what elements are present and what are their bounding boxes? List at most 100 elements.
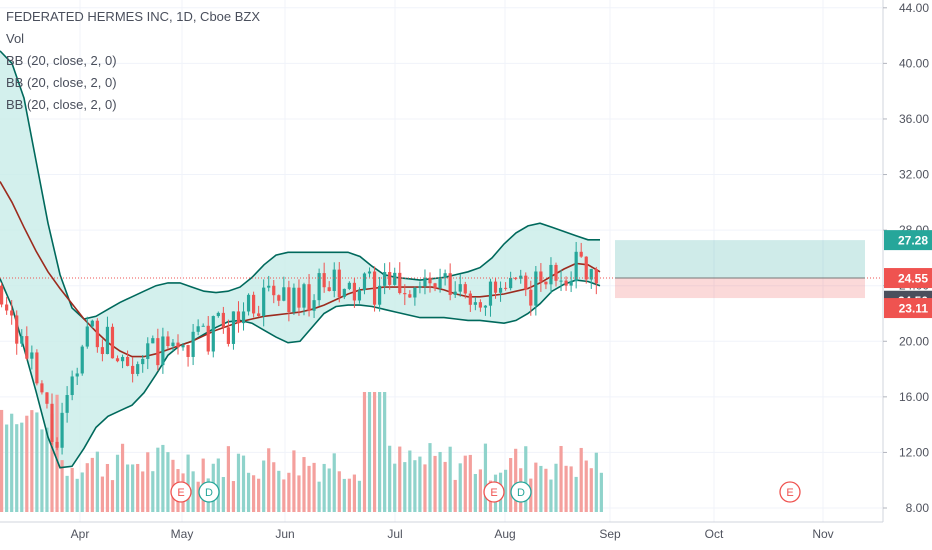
candle [594, 269, 598, 284]
volume-bar [25, 415, 29, 512]
indicator-bb-2[interactable]: BB (20, close, 2, 0) [6, 75, 117, 90]
candle [166, 336, 170, 347]
volume-bar [312, 462, 316, 512]
candle [50, 403, 54, 442]
volume-bar [584, 460, 588, 512]
position-profit-zone[interactable] [615, 240, 865, 279]
volume-bar [115, 454, 120, 512]
candle [367, 271, 372, 274]
indicator-bb-3[interactable]: BB (20, close, 2, 0) [6, 97, 117, 112]
candle [126, 356, 130, 366]
candle [584, 256, 588, 280]
volume-bar [221, 476, 225, 512]
volume-bar [549, 479, 553, 512]
candle [156, 338, 160, 366]
event-marker-earnings_upcoming[interactable] [779, 481, 801, 503]
candle [0, 285, 4, 305]
volume-bar [544, 468, 548, 512]
candle [297, 287, 301, 308]
chart-title[interactable]: FEDERATED HERMES INC, 1D, Cboe BZX [6, 9, 261, 24]
price-tick-label: 16.00 [899, 390, 929, 404]
candle [362, 273, 367, 291]
candle [504, 287, 508, 289]
volume-bar [569, 466, 573, 512]
volume-bar [30, 410, 34, 512]
candle [231, 311, 236, 344]
candle [337, 269, 341, 298]
volume-bar [443, 461, 447, 512]
event-marker-label[interactable]: D [517, 487, 525, 499]
volume-bar [428, 443, 432, 512]
candle [236, 311, 241, 324]
volume-bar [282, 479, 286, 512]
candle [246, 294, 251, 312]
candle [176, 342, 180, 348]
candle [478, 302, 482, 308]
candle [25, 336, 29, 359]
candle [453, 291, 457, 295]
price-badge [884, 268, 932, 289]
event-marker-dividend[interactable] [510, 481, 532, 503]
event-marker-label[interactable]: D [205, 487, 213, 499]
candle [287, 287, 291, 313]
indicator-bb-1[interactable]: BB (20, close, 2, 0) [6, 53, 117, 68]
volume-bar [478, 469, 482, 512]
candle [408, 294, 412, 298]
price-tick-label: 36.00 [899, 112, 929, 126]
volume-bar [564, 465, 568, 512]
event-marker-label[interactable]: E [786, 487, 793, 499]
candle [529, 289, 533, 306]
candle [85, 326, 89, 347]
candle [493, 281, 498, 293]
event-marker-label[interactable]: E [490, 487, 497, 499]
event-marker-dividend[interactable] [198, 481, 220, 503]
indicator-vol[interactable]: Vol [6, 31, 25, 46]
price-badge-label: 23.11 [899, 302, 929, 316]
volume-bar [322, 463, 326, 512]
volume-bar [307, 465, 311, 512]
candle [90, 320, 94, 327]
candle [498, 287, 503, 293]
volume-bar [131, 464, 135, 512]
position-stop-zone[interactable] [615, 278, 865, 299]
volume-bar [75, 478, 79, 512]
time-tick-label: Jul [387, 527, 402, 541]
candle [312, 300, 316, 311]
volume-bar [10, 413, 14, 512]
candle [55, 441, 59, 448]
volume-bar [252, 475, 256, 512]
volume-bar [463, 455, 467, 512]
volume-bar [388, 445, 392, 512]
time-tick-label: Nov [812, 527, 833, 541]
candle [544, 281, 548, 285]
price-badge-label: 24.55 [898, 272, 928, 286]
bollinger-band-fill [0, 50, 600, 468]
event-marker-label[interactable]: E [177, 487, 184, 499]
volume-bar [105, 463, 110, 512]
volume-bar [5, 424, 9, 512]
volume-bar [317, 481, 321, 512]
volume-bar [357, 480, 362, 512]
volume-bar [277, 470, 281, 512]
candle [307, 284, 311, 311]
candle [171, 342, 175, 347]
volume-bar [191, 471, 195, 512]
candle [398, 272, 402, 294]
volume-bar [398, 446, 402, 512]
candle [292, 287, 296, 313]
candle [539, 271, 543, 282]
event-marker-earnings[interactable] [483, 481, 505, 503]
event-marker-earnings[interactable] [170, 481, 192, 503]
volume-bar [166, 452, 170, 512]
volume-bar [262, 460, 266, 512]
volume-bar [65, 475, 69, 512]
price-badge [884, 298, 932, 319]
volume-bar [539, 465, 543, 512]
candle [448, 273, 452, 295]
candle [70, 376, 74, 396]
candle [579, 251, 583, 257]
candle [554, 264, 558, 281]
volume-bar [297, 475, 301, 512]
